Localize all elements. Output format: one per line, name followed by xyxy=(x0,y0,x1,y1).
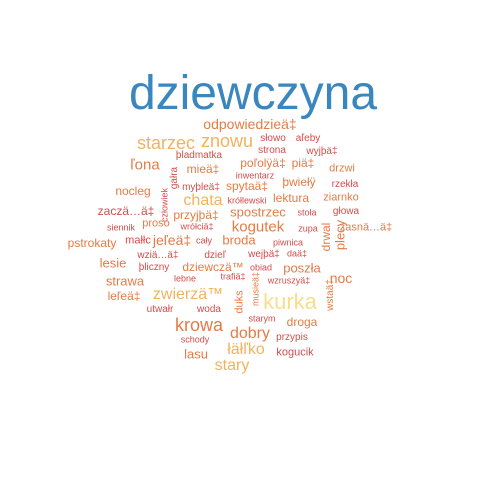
word-obiad: obiad xyxy=(249,262,273,273)
word-piwnica: piwnica xyxy=(272,237,304,248)
word-wzruszyc: wzruszyä‡ xyxy=(267,275,311,286)
word-miec: mieä‡ xyxy=(186,162,220,176)
word-schody: schody xyxy=(180,334,210,345)
word-zasnac: zasnä…ä‡ xyxy=(339,221,393,234)
word-utwor: utwałr xyxy=(146,304,174,315)
word-broda: broda xyxy=(222,232,256,248)
word-lebne: lebne xyxy=(173,273,197,284)
word-droga: droga xyxy=(286,315,318,329)
word-starym: starym xyxy=(248,313,276,324)
word-wyjsc: wyjþä‡ xyxy=(306,146,338,157)
word-bladmatka: þladmatka xyxy=(175,150,223,161)
word-kurka: kurka xyxy=(263,289,317,314)
word-lezec: leľeä‡ xyxy=(107,289,141,303)
word-nocleg: nocleg xyxy=(115,184,151,198)
word-duks: duks xyxy=(233,290,246,314)
word-dziewcze: dziewczä™ xyxy=(182,260,244,274)
word-wrocic: wrółciä‡ xyxy=(180,221,214,232)
word-strona: strona xyxy=(258,145,286,156)
word-dobry: dobry xyxy=(229,325,271,342)
word-krolewski: krółlewski xyxy=(227,195,267,206)
word-musiec: musieä‡ xyxy=(250,271,261,307)
word-sliczny: þliczny xyxy=(138,262,170,273)
word-starzec: starzec xyxy=(136,133,196,153)
word-strawa: strawa xyxy=(105,273,145,289)
word-trafic: trafiä‡ xyxy=(220,271,246,282)
word-noc: noc xyxy=(329,270,353,286)
word-lozko: łäłľko xyxy=(227,341,265,358)
word-azeby: aľeby xyxy=(295,133,321,144)
word-wejsc: wejþä‡ xyxy=(248,249,280,260)
word-dac: daä‡ xyxy=(286,248,308,259)
word-przyjsc: przyjþä‡ xyxy=(173,208,219,222)
word-dziewczyna: dziewczyna xyxy=(128,67,378,120)
word-przypis: przypis xyxy=(276,332,308,343)
word-wstac: wstaä‡ xyxy=(325,279,336,311)
word-glowa: głowa xyxy=(332,206,360,217)
word-malc: małłc xyxy=(125,234,151,247)
word-ziarnko: ziarnko xyxy=(323,191,359,204)
word-lesie: lesie xyxy=(99,255,127,271)
word-dzien: dzieľ xyxy=(204,250,226,261)
word-wziac: wziä…ä‡ xyxy=(137,250,179,261)
word-kogucik: kogucik xyxy=(276,346,314,359)
word-krowa: krowa xyxy=(174,315,224,335)
word-zaczac: zaczä…ä‡ xyxy=(97,204,155,218)
word-zwierze: zwierzä™ xyxy=(152,286,224,303)
word-stary: stary xyxy=(214,357,250,374)
word-znowu: znowu xyxy=(200,131,254,151)
word-spostrzec: spostrzec xyxy=(230,204,286,220)
word-gatra: gałra xyxy=(169,166,180,190)
word-woda: woda xyxy=(197,304,221,315)
word-polozyc: poľolÿä‡ xyxy=(240,156,286,170)
word-siennik: siennik xyxy=(106,222,136,233)
word-jezec: jeľeä‡ xyxy=(152,232,192,248)
word-zona: ľona xyxy=(130,156,160,174)
word-plecy: plecy xyxy=(332,219,348,251)
word-caly: cały xyxy=(195,235,213,246)
word-rzekla: rzekła xyxy=(331,179,359,190)
word-lasu: lasu xyxy=(184,346,208,362)
word-odpowiedziec: odpowiedzieä‡ xyxy=(203,116,297,132)
word-stola: stoła xyxy=(297,207,317,218)
word-zupa: zupa xyxy=(298,223,318,234)
word-kogutek: kogutek xyxy=(231,218,285,236)
word-spytac: spytaä‡ xyxy=(225,179,269,193)
word-chata: chata xyxy=(183,192,223,209)
word-drzwi: drzwi xyxy=(329,162,355,175)
word-poszla: poszła xyxy=(283,260,321,276)
word-proso: proso xyxy=(142,217,170,230)
word-inwentarz: inwentarz xyxy=(235,170,275,181)
word-drwal: drwal xyxy=(319,222,333,252)
word-slowo: słowo xyxy=(260,133,286,144)
word-swiety: þwiełÿ xyxy=(282,175,316,189)
word-myslec: myþleä‡ xyxy=(182,182,220,193)
word-pic: piä‡ xyxy=(291,156,315,170)
word-lektura: lektura xyxy=(272,191,310,205)
word-pstrokaty: pstrokaty xyxy=(67,236,117,250)
